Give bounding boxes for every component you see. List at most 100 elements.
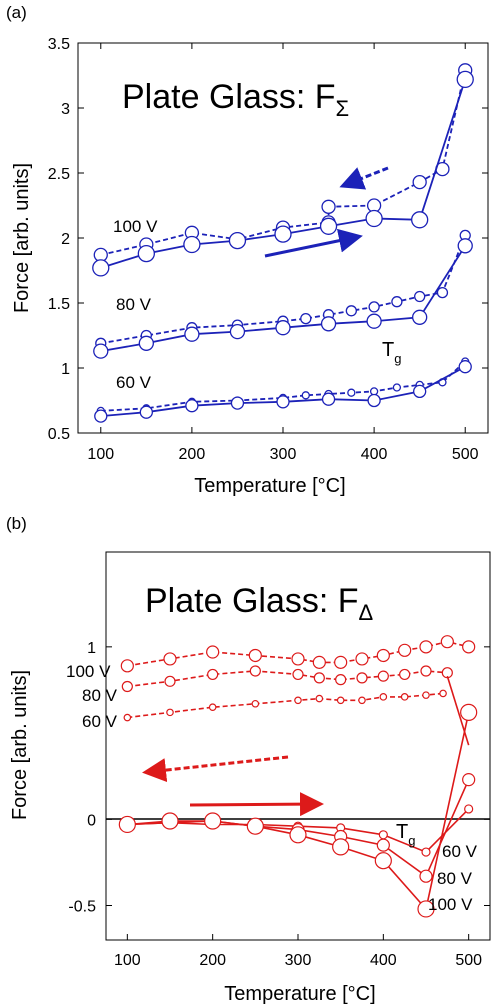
data-point-dashed-b	[335, 674, 347, 686]
series-label-60v-a: 60 V	[116, 373, 152, 392]
data-point-dashed-b	[400, 693, 409, 701]
data-point-cooling-a	[368, 301, 380, 313]
y-tick-label-a: 2.5	[48, 166, 70, 183]
data-point-dashed-b	[398, 643, 412, 657]
series-line-heating-a	[100, 365, 466, 417]
data-point-heating-a	[365, 209, 383, 228]
heating-arrow-b	[189, 792, 324, 817]
steep-drop-line-b	[446, 675, 470, 746]
data-point-dashed-b	[206, 645, 220, 659]
data-point-dashed-b	[440, 635, 454, 649]
data-point-cooling-a	[391, 296, 403, 308]
data-point-heating-a	[274, 225, 292, 243]
chart-title-b-main: Plate Glass: F	[145, 582, 359, 620]
panel-label-a: (a)	[6, 3, 27, 22]
data-point-heating-a	[366, 313, 382, 329]
data-point-dashed-b	[399, 668, 411, 681]
data-point-cooling-a	[412, 174, 427, 190]
data-point-heating-a	[92, 259, 110, 277]
y-tick-label-b: 1	[87, 640, 96, 657]
data-point-heating-a	[367, 393, 381, 408]
data-point-dashed-b	[334, 655, 348, 669]
data-point-solid-b	[118, 815, 136, 834]
data-point-solid-b	[376, 838, 390, 852]
chart-title-a-sub: Σ	[336, 96, 350, 121]
data-point-dashed-b	[313, 672, 325, 684]
data-point-dashed-b	[292, 668, 304, 681]
y-tick-label-a: 3.5	[48, 36, 70, 53]
data-point-heating-a	[456, 70, 474, 89]
tg-label-b: Tg	[396, 821, 415, 848]
data-point-dashed-b	[249, 665, 261, 677]
data-point-dashed-b	[377, 670, 389, 682]
data-point-solid-b	[246, 817, 264, 835]
data-point-heating-a	[412, 309, 428, 325]
data-point-dashed-b	[312, 655, 326, 669]
series-label-60v-b-dashed: 60 V	[82, 712, 118, 731]
data-point-dashed-b	[208, 703, 217, 712]
y-axis-label-b: Force [arb. units]	[9, 670, 31, 820]
data-point-dashed-b	[315, 694, 324, 703]
data-point-dashed-b	[336, 696, 345, 705]
data-point-dashed-b	[123, 713, 132, 722]
data-point-heating-a	[139, 405, 153, 419]
data-point-heating-a	[93, 343, 109, 359]
y-tick-label-b: -0.5	[68, 899, 96, 916]
data-point-dashed-b	[358, 696, 366, 705]
chart-title-b: Plate Glass: FΔ	[145, 582, 374, 625]
y-tick-label-a: 3	[61, 101, 70, 118]
chart-title-b-sub: Δ	[359, 600, 374, 625]
data-point-solid-b	[460, 703, 478, 721]
panel-label-b: (b)	[6, 514, 27, 533]
data-point-cooling-a	[392, 383, 402, 392]
data-point-cooling-a	[436, 286, 449, 299]
y-tick-label-a: 1	[61, 361, 70, 378]
data-point-dashed-b	[166, 708, 174, 717]
data-point-dashed-b	[251, 699, 260, 708]
data-point-dashed-b	[121, 680, 133, 693]
data-point-solid-b	[332, 838, 350, 856]
data-point-solid-b	[421, 847, 431, 857]
tg-label-a-sub: g	[394, 351, 401, 366]
data-point-heating-a	[321, 392, 336, 406]
x-axis-label-b: Temperature [°C]	[224, 983, 375, 1005]
series-line-solid-b	[127, 712, 470, 911]
data-point-dashed-b	[164, 675, 176, 687]
data-point-heating-a	[458, 360, 472, 374]
data-point-solid-b	[417, 900, 435, 918]
series-label-80v-b-solid: 80 V	[437, 869, 473, 888]
x-tick-label-a: 400	[361, 446, 388, 463]
data-point-solid-b	[161, 812, 179, 830]
x-tick-label-b: 100	[114, 952, 141, 969]
data-point-solid-b	[204, 812, 222, 830]
data-point-heating-a	[229, 323, 246, 340]
x-tick-label-b: 300	[285, 952, 312, 969]
data-point-solid-b	[462, 773, 476, 787]
cooling-arrow-b	[142, 755, 289, 783]
data-point-dashed-b	[294, 696, 302, 705]
x-axis-label-a: Temperature [°C]	[194, 475, 345, 497]
data-point-dashed-b	[355, 652, 369, 666]
series-label-80v-a: 80 V	[116, 295, 152, 314]
data-point-solid-b	[419, 869, 433, 883]
data-point-solid-b	[464, 804, 474, 814]
cooling-arrow-a	[339, 166, 389, 190]
series-label-100v-a: 100 V	[113, 217, 158, 236]
y-ticks-a: 0.5 1 1.5 2 2.5 3 3.5	[48, 36, 488, 443]
series-group-b	[118, 635, 478, 918]
x-tick-label-b: 500	[455, 952, 482, 969]
data-point-solid-b	[378, 830, 388, 840]
data-point-dashed-b	[420, 665, 432, 677]
data-point-cooling-a	[301, 391, 310, 400]
data-point-heating-a	[320, 316, 337, 332]
data-point-heating-a	[94, 409, 108, 423]
data-point-dashed-b	[120, 659, 134, 673]
tg-label-a-main: T	[382, 339, 394, 361]
x-ticks-b: 100 200 300 400 500	[114, 934, 482, 969]
y-tick-label-a: 2	[61, 231, 70, 248]
data-point-heating-a	[457, 238, 473, 254]
y-tick-label-b: 0	[87, 812, 96, 829]
tg-label-b-main: T	[396, 821, 408, 843]
series-label-100v-b-solid: 100 V	[428, 895, 473, 914]
x-tick-label-a: 100	[87, 446, 114, 463]
